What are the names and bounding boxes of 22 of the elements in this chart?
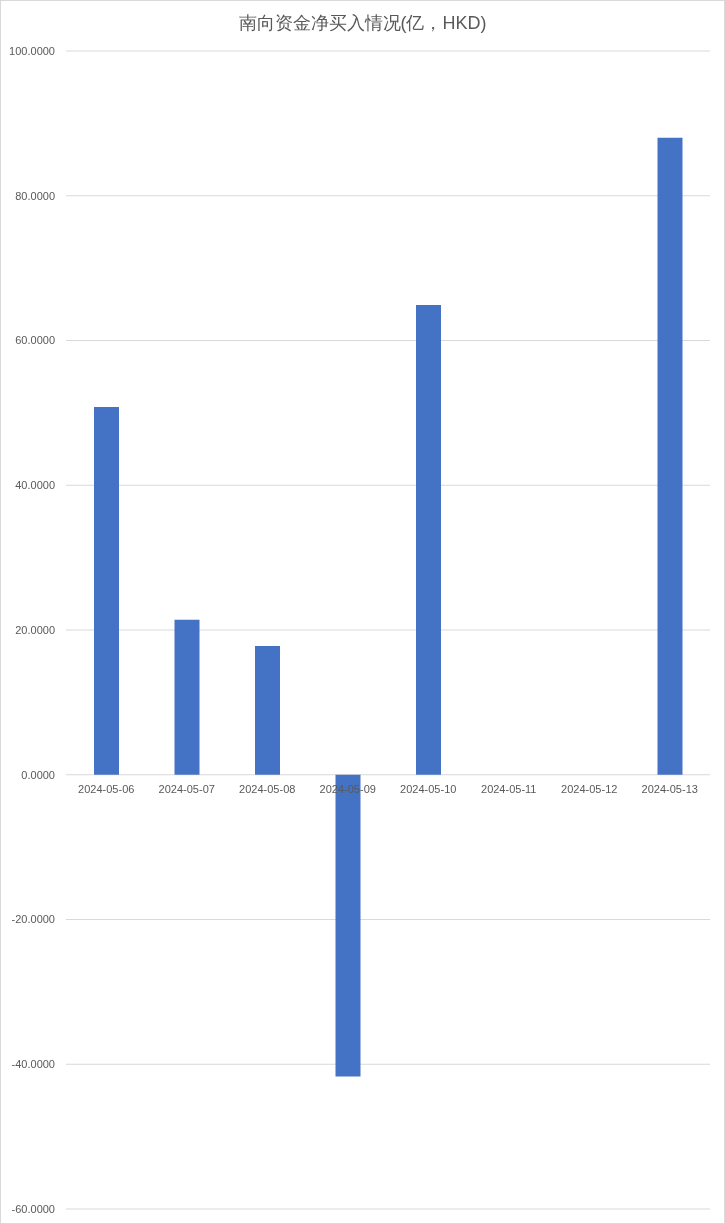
bar [657,137,683,775]
bar [416,305,441,775]
y-tick-label: 20.0000 [15,623,55,636]
x-tick-label: 2024-05-08 [239,782,296,795]
bar [255,645,280,775]
y-tick-label: -60.0000 [11,1202,55,1215]
bar [94,407,119,775]
x-tick-label: 2024-05-10 [400,782,457,795]
y-tick-label: 100.0000 [9,44,55,57]
chart-title: 南向资金净买入情况(亿，HKD) [237,12,488,34]
x-tick-label: 2024-05-12 [561,782,618,795]
bar [174,619,200,775]
x-tick-label: 2024-05-13 [641,782,698,795]
y-tick-label: -20.0000 [11,913,55,926]
x-tick-label: 2024-05-07 [158,782,215,795]
y-tick-label: 80.0000 [15,189,55,202]
y-tick-label: -40.0000 [11,1058,55,1071]
x-tick-label: 2024-05-11 [481,782,537,795]
x-tick-label: 2024-05-06 [78,782,135,795]
y-tick-label: 0.0000 [21,768,55,781]
y-tick-label: 60.0000 [15,334,55,347]
y-tick-label: 40.0000 [15,479,55,492]
